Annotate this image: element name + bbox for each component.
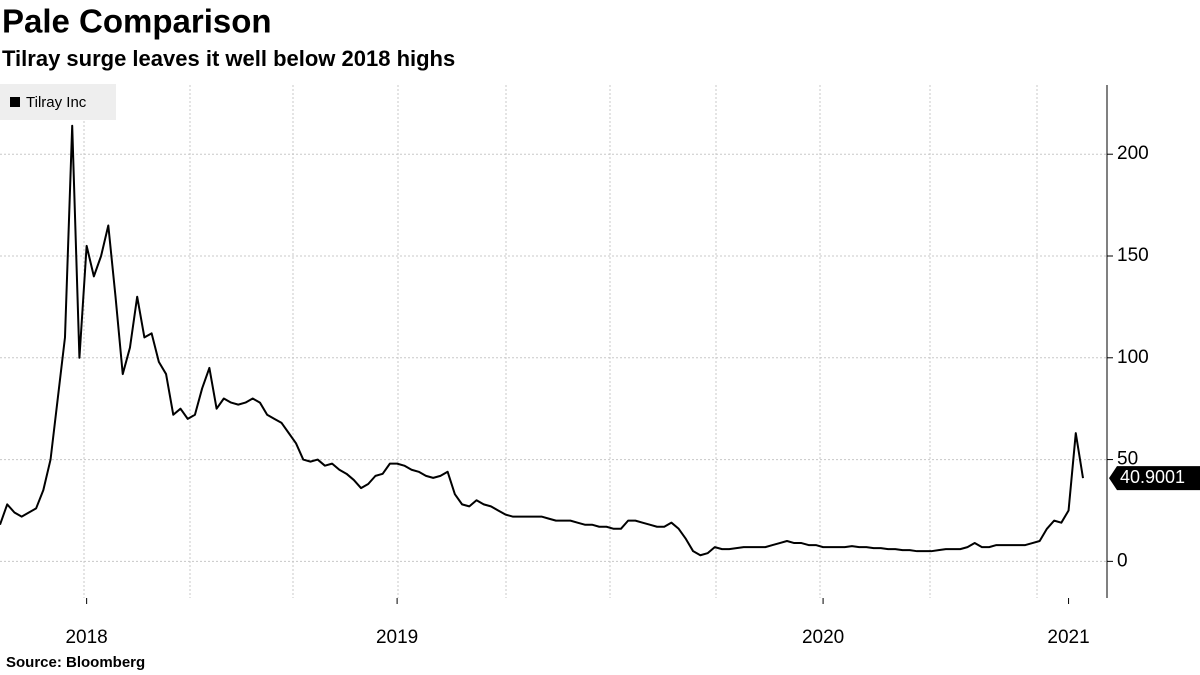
legend-swatch <box>10 97 20 107</box>
series-line <box>0 124 1084 557</box>
legend-label: Tilray Inc <box>26 94 87 111</box>
x-tick-label: 2021 <box>1047 627 1089 648</box>
y-tick-label: 200 <box>1117 143 1149 164</box>
quarter-grid <box>83 85 1038 598</box>
x-tick-label: 2018 <box>65 627 107 648</box>
legend: Tilray Inc <box>0 84 116 120</box>
source-note: Source: Bloomberg <box>6 654 145 671</box>
chart-subtitle: Tilray surge leaves it well below 2018 h… <box>2 46 455 71</box>
y-tick-label: 100 <box>1117 347 1149 368</box>
x-tick-label: 2019 <box>376 627 418 648</box>
last-value-box <box>1109 466 1200 491</box>
y-tick-label: 150 <box>1117 245 1149 266</box>
y-tick-label: 50 <box>1117 449 1138 470</box>
y-tick-label: 0 <box>1117 550 1128 571</box>
chart-title: Pale Comparison <box>2 3 272 40</box>
x-tick-label: 2020 <box>802 627 844 648</box>
last-value-tag: 40.9001 <box>1109 466 1200 491</box>
last-value-label: 40.9001 <box>1120 467 1185 487</box>
